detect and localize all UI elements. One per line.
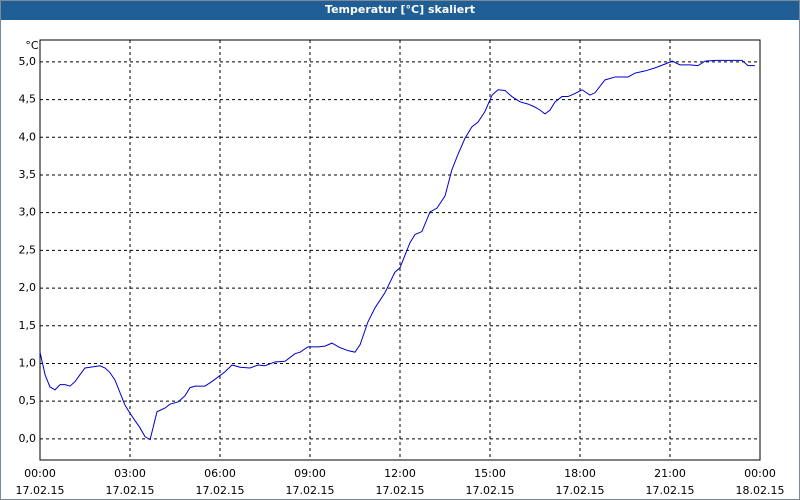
y-tick-label: 1,0 <box>19 356 37 369</box>
x-tick-label: 00:00 <box>24 467 56 480</box>
x-tick-date: 17.02.15 <box>466 484 515 497</box>
y-tick-label: 2,5 <box>19 243 37 256</box>
x-tick-date: 18.02.15 <box>736 484 785 497</box>
x-tick-label: 18:00 <box>564 467 596 480</box>
x-tick-label: 03:00 <box>114 467 146 480</box>
x-tick-label: 12:00 <box>384 467 416 480</box>
y-tick-label: 1,5 <box>19 319 37 332</box>
x-tick-label: 21:00 <box>654 467 686 480</box>
y-tick-label: 4,0 <box>19 130 37 143</box>
x-tick-date: 17.02.15 <box>196 484 245 497</box>
y-tick-label: 3,5 <box>19 168 37 181</box>
y-tick-label: 2,0 <box>19 281 37 294</box>
x-tick-date: 17.02.15 <box>16 484 65 497</box>
x-tick-label: 06:00 <box>204 467 236 480</box>
x-tick-label: 15:00 <box>474 467 506 480</box>
x-tick-date: 17.02.15 <box>286 484 335 497</box>
x-tick-date: 17.02.15 <box>646 484 695 497</box>
y-tick-label: 5,0 <box>19 55 37 68</box>
x-tick-label: 09:00 <box>294 467 326 480</box>
x-tick-date: 17.02.15 <box>106 484 155 497</box>
y-unit: °C <box>25 39 39 52</box>
y-tick-label: 4,5 <box>19 93 37 106</box>
y-tick-label: 0,5 <box>19 394 37 407</box>
title-bar <box>0 0 800 20</box>
x-tick-label: 00:00 <box>744 467 776 480</box>
data-line <box>39 59 755 441</box>
x-tick-date: 17.02.15 <box>556 484 605 497</box>
x-tick-date: 17.02.15 <box>376 484 425 497</box>
y-tick-label: 3,0 <box>19 206 37 219</box>
chart-title: Temperatur [°C] skaliert <box>325 3 475 16</box>
y-tick-label: 0,0 <box>19 432 37 445</box>
